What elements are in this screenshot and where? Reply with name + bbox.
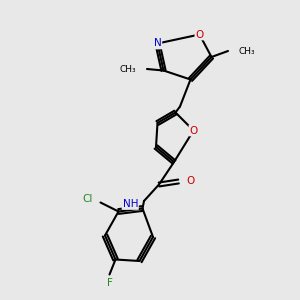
Text: O: O [189,125,198,136]
Text: O: O [195,29,204,40]
Text: Cl: Cl [82,194,93,205]
Text: N: N [154,38,161,49]
Text: CH₃: CH₃ [238,46,255,56]
Text: CH₃: CH₃ [120,64,136,74]
Text: NH: NH [122,199,138,209]
Text: O: O [186,176,194,187]
Text: F: F [106,278,112,288]
